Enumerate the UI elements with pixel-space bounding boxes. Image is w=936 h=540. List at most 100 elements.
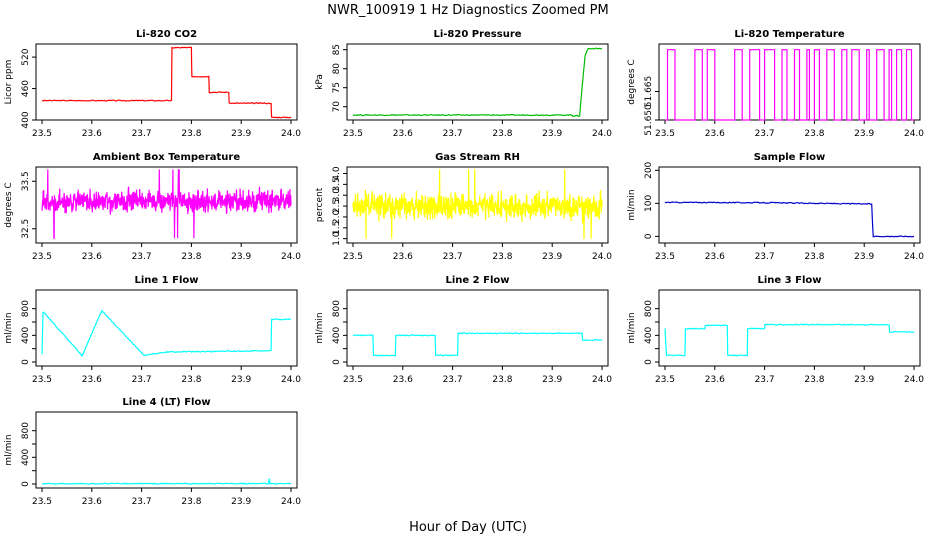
- y-tick-label: 800: [644, 300, 654, 317]
- x-tick-label: 23.8: [181, 129, 201, 139]
- x-tick-label: 24.0: [592, 129, 612, 139]
- series-line: [665, 49, 914, 121]
- chart-panel: Li-820 Pressure kPa 23.5 23.6 23.7 23.8 23.9 24…: [315, 29, 612, 139]
- x-tick-label: 24.0: [592, 252, 612, 262]
- panel-title: Sample Flow: [754, 152, 826, 163]
- panel-title: Gas Stream RH: [435, 152, 520, 163]
- series-line: [352, 47, 603, 117]
- y-axis-label: ml/min: [627, 189, 637, 220]
- x-tick-label: 24.0: [904, 129, 924, 139]
- series-line: [41, 478, 291, 485]
- x-tick-label: 23.8: [804, 129, 824, 139]
- series-line: [664, 323, 915, 357]
- x-tick-label: 23.5: [343, 252, 363, 262]
- x-tick-label: 23.7: [755, 129, 775, 139]
- x-tick-label: 23.6: [393, 375, 413, 385]
- x-tick-label: 23.9: [854, 252, 874, 262]
- y-axis-label: Licor ppm: [4, 60, 14, 105]
- y-tick-label: 32.5: [21, 219, 31, 239]
- y-tick-label: 400: [332, 326, 342, 343]
- y-tick-label: 75: [332, 82, 342, 93]
- chart-panel: Li-820 CO2 Licor ppm 23.5 23.6 23.7 23.8 23.9 2…: [4, 29, 301, 139]
- panel-title: Line 3 Flow: [758, 275, 822, 286]
- x-tick-label: 24.0: [904, 375, 924, 385]
- x-tick-label: 24.0: [281, 497, 301, 507]
- y-tick-label: 51.665: [644, 76, 654, 108]
- y-tick-label: 1.0: [332, 231, 342, 246]
- y-tick-label: 0: [644, 359, 654, 365]
- y-tick-label: 400: [644, 326, 654, 343]
- y-axis-label: ml/min: [627, 312, 637, 343]
- x-tick-label: 23.7: [132, 252, 152, 262]
- y-tick-label: 400: [21, 111, 31, 128]
- y-tick-label: 800: [21, 422, 31, 439]
- panel-title: Li-820 CO2: [136, 29, 197, 40]
- x-tick-label: 23.6: [393, 129, 413, 139]
- y-tick-label: 100: [644, 194, 654, 211]
- x-tick-label: 24.0: [904, 252, 924, 262]
- chart-panel: Line 2 Flow ml/min 23.5 23.6 23.7 23.8 23.9 24.…: [315, 275, 612, 385]
- y-tick-label: 2.5: [332, 199, 342, 213]
- x-tick-label: 23.6: [705, 375, 725, 385]
- chart-panel: Sample Flow ml/min 23.5 23.6 23.7 23.8 23.9 24.…: [627, 152, 924, 262]
- x-tick-label: 23.6: [393, 252, 413, 262]
- x-tick-label: 23.5: [343, 129, 363, 139]
- y-tick-label: 200: [644, 161, 654, 178]
- x-tick-label: 23.9: [231, 252, 251, 262]
- y-axis-label: kPa: [315, 74, 325, 90]
- x-tick-label: 23.8: [181, 375, 201, 385]
- y-axis-label: degrees C: [4, 182, 14, 227]
- series-line: [41, 309, 292, 357]
- y-tick-label: 3.0: [332, 188, 342, 203]
- x-tick-label: 23.9: [231, 497, 251, 507]
- chart-panel: Ambient Box Temperature degrees C 23.5 23.6…: [4, 152, 301, 262]
- x-tick-label: 23.9: [542, 129, 562, 139]
- plot-frame: [346, 289, 609, 367]
- y-axis-label: ml/min: [315, 312, 325, 343]
- x-tick-label: 23.9: [542, 252, 562, 262]
- plot-frame: [658, 289, 921, 367]
- y-tick-label: 800: [332, 300, 342, 317]
- x-tick-label: 23.7: [755, 375, 775, 385]
- x-tick-label: 23.5: [655, 375, 675, 385]
- panel-grid: Li-820 CO2 Licor ppm 23.5 23.6 23.7 23.8 23.9 2…: [4, 29, 924, 507]
- panel-title: Li-820 Temperature: [734, 29, 844, 40]
- y-tick-label: 800: [21, 300, 31, 317]
- plot-frame: [658, 43, 921, 121]
- y-tick-label: 51.650: [644, 104, 654, 136]
- x-tick-label: 23.6: [705, 252, 725, 262]
- x-tick-label: 23.5: [655, 252, 675, 262]
- chart-panel: Li-820 Temperature degrees C 23.5 23.6 23.7 2…: [627, 29, 924, 139]
- x-tick-label: 23.9: [542, 375, 562, 385]
- x-tick-label: 23.9: [231, 129, 251, 139]
- x-tick-label: 23.6: [82, 252, 102, 262]
- x-tick-label: 23.7: [132, 375, 152, 385]
- y-tick-label: 2.0: [332, 210, 342, 225]
- x-tick-label: 24.0: [281, 129, 301, 139]
- y-tick-label: 0: [21, 481, 31, 487]
- series-line: [352, 169, 603, 239]
- panel-title: Li-820 Pressure: [433, 29, 521, 40]
- x-tick-label: 23.6: [705, 129, 725, 139]
- chart-panel: Line 1 Flow ml/min 23.5 23.6 23.7 23.8 23.9 24.…: [4, 275, 301, 385]
- plot-frame: [658, 166, 921, 244]
- x-tick-label: 23.7: [132, 129, 152, 139]
- plot-frame: [35, 43, 298, 121]
- x-tick-label: 23.6: [82, 497, 102, 507]
- y-tick-label: 80: [332, 63, 342, 75]
- plot-frame: [35, 166, 298, 244]
- y-tick-label: 400: [21, 326, 31, 343]
- panel-title: Line 2 Flow: [446, 275, 510, 286]
- y-axis-label: degrees C: [627, 59, 637, 104]
- x-tick-label: 23.8: [492, 375, 512, 385]
- x-tick-label: 23.5: [32, 497, 52, 507]
- y-tick-label: 1.5: [332, 221, 342, 235]
- y-tick-label: 520: [21, 48, 31, 65]
- y-tick-label: 0: [644, 233, 654, 239]
- series-line: [41, 46, 292, 119]
- series-line: [664, 201, 915, 238]
- x-tick-label: 23.5: [32, 129, 52, 139]
- x-tick-label: 24.0: [592, 375, 612, 385]
- x-tick-label: 23.5: [32, 252, 52, 262]
